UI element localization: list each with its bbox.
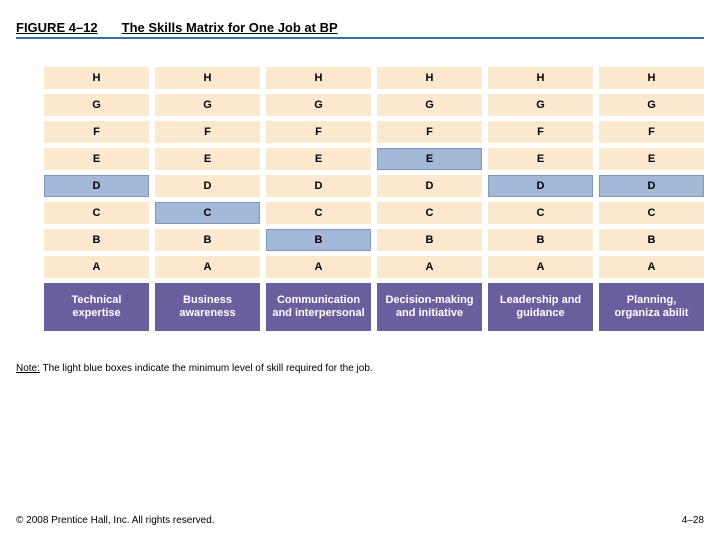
skills-matrix: HHHHHHGGGGGGFFFFFFEEEEEEDDDDDDCCCCCCBBBB… bbox=[16, 67, 704, 331]
matrix-cell: A bbox=[377, 256, 482, 278]
matrix-cell: D bbox=[266, 175, 371, 197]
matrix-cell: H bbox=[488, 67, 593, 89]
figure-label: FIGURE 4–12 bbox=[16, 20, 98, 35]
matrix-cell: E bbox=[266, 148, 371, 170]
matrix-cell: F bbox=[266, 121, 371, 143]
matrix-cell: G bbox=[155, 94, 260, 116]
matrix-cell: D bbox=[155, 175, 260, 197]
matrix-cell: D bbox=[44, 175, 149, 197]
matrix-cell: E bbox=[155, 148, 260, 170]
matrix-cell: G bbox=[488, 94, 593, 116]
matrix-cell: B bbox=[488, 229, 593, 251]
matrix-cell: G bbox=[266, 94, 371, 116]
note-text: The light blue boxes indicate the minimu… bbox=[40, 363, 373, 374]
matrix-cell: A bbox=[599, 256, 704, 278]
matrix-cell: C bbox=[599, 202, 704, 224]
matrix-category: Technical expertise bbox=[44, 283, 149, 331]
matrix-category: Planning, organiza abilit bbox=[599, 283, 704, 331]
figure-header: FIGURE 4–12 The Skills Matrix for One Jo… bbox=[16, 20, 704, 39]
matrix-cell: E bbox=[377, 148, 482, 170]
matrix-cell: H bbox=[266, 67, 371, 89]
matrix-cell: C bbox=[266, 202, 371, 224]
matrix-cell: C bbox=[488, 202, 593, 224]
matrix-category: Decision-making and initiative bbox=[377, 283, 482, 331]
note-prefix: Note: bbox=[16, 363, 40, 374]
copyright-text: © 2008 Prentice Hall, Inc. All rights re… bbox=[16, 515, 215, 526]
matrix-cell: G bbox=[44, 94, 149, 116]
matrix-cell: E bbox=[44, 148, 149, 170]
matrix-cell: H bbox=[155, 67, 260, 89]
matrix-category: Leadership and guidance bbox=[488, 283, 593, 331]
matrix-cell: A bbox=[44, 256, 149, 278]
matrix-cell: A bbox=[266, 256, 371, 278]
figure-note: Note: The light blue boxes indicate the … bbox=[16, 363, 704, 374]
matrix-cell: F bbox=[599, 121, 704, 143]
matrix-cell: A bbox=[155, 256, 260, 278]
matrix-cell: G bbox=[599, 94, 704, 116]
matrix-cell: A bbox=[488, 256, 593, 278]
matrix-cell: F bbox=[488, 121, 593, 143]
matrix-cell: C bbox=[44, 202, 149, 224]
matrix-cell: D bbox=[377, 175, 482, 197]
matrix-category: Business awareness bbox=[155, 283, 260, 331]
matrix-cell: H bbox=[599, 67, 704, 89]
matrix-cell: C bbox=[377, 202, 482, 224]
matrix-cell: H bbox=[44, 67, 149, 89]
matrix-cell: F bbox=[377, 121, 482, 143]
page-number: 4–28 bbox=[682, 515, 704, 526]
matrix-cell: F bbox=[44, 121, 149, 143]
figure-title: The Skills Matrix for One Job at BP bbox=[122, 20, 338, 35]
matrix-cell: E bbox=[599, 148, 704, 170]
matrix-category: Communication and interpersonal bbox=[266, 283, 371, 331]
matrix-cell: D bbox=[599, 175, 704, 197]
matrix-cell: D bbox=[488, 175, 593, 197]
matrix-cell: C bbox=[155, 202, 260, 224]
matrix-cell: H bbox=[377, 67, 482, 89]
page-footer: © 2008 Prentice Hall, Inc. All rights re… bbox=[16, 515, 704, 526]
matrix-cell: B bbox=[599, 229, 704, 251]
matrix-cell: B bbox=[155, 229, 260, 251]
matrix-cell: E bbox=[488, 148, 593, 170]
matrix-cell: F bbox=[155, 121, 260, 143]
matrix-cell: G bbox=[377, 94, 482, 116]
matrix-cell: B bbox=[266, 229, 371, 251]
matrix-cell: B bbox=[44, 229, 149, 251]
matrix-cell: B bbox=[377, 229, 482, 251]
